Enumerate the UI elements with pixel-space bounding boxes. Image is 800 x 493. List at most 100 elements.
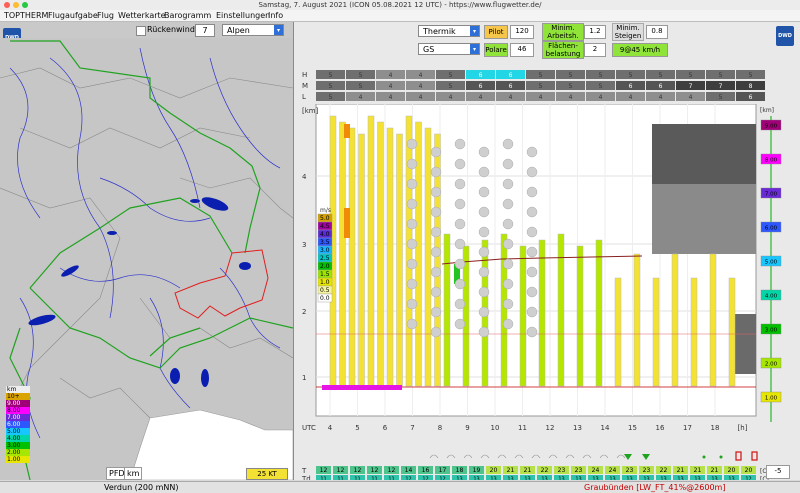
close-window-button[interactable]	[4, 2, 10, 8]
cloud-cell-value: 4	[389, 94, 393, 101]
t-cell	[554, 466, 569, 474]
menu-flug[interactable]: Flug	[97, 11, 114, 20]
cloud-marker	[430, 306, 442, 318]
storm-marker	[735, 451, 742, 461]
thermal-bar	[595, 239, 603, 387]
region-dropdown[interactable]: Alpen ▾	[222, 24, 284, 36]
ms-legend-label: 4.5	[320, 223, 330, 230]
cloud-marker	[478, 286, 490, 298]
cloud-cell-value: 6	[659, 83, 663, 90]
pfd-button[interactable]: PFD	[106, 467, 128, 480]
cloud-cell-value: 5	[599, 83, 603, 90]
map-canvas[interactable]	[0, 38, 293, 480]
t-cell	[333, 466, 348, 474]
min-steigen-field[interactable]: 0.8	[646, 25, 668, 39]
cloud-cell	[586, 92, 615, 101]
td-cell-value: 11	[371, 477, 377, 481]
thermal-bar	[396, 133, 403, 387]
flaechen-field[interactable]: 2	[584, 43, 606, 57]
thermal-bar-strong	[344, 208, 350, 238]
km-scale-swatch	[760, 323, 782, 335]
cloud-cell	[466, 92, 495, 101]
thermal-bar	[519, 245, 527, 387]
ms-legend-label: 3.0	[320, 247, 330, 254]
cloud-cell-value: 7	[719, 83, 723, 90]
t-cell	[724, 466, 739, 474]
cloud-cell	[466, 70, 495, 79]
cloud-marker	[478, 146, 490, 158]
cloud-marker	[478, 226, 490, 238]
km-scale-label: 5.00	[765, 260, 778, 266]
td-cell-value: 13	[473, 477, 479, 481]
mode-dropdown[interactable]: Thermik ▾	[418, 25, 480, 37]
map-panel[interactable]: Rückenwind 7 Alpen ▾ DWD	[0, 22, 294, 480]
t-cell-value: 24	[609, 467, 617, 474]
km-button[interactable]: km	[124, 467, 143, 480]
td-cell-value: 12	[422, 477, 428, 481]
cloud-marker	[478, 206, 490, 218]
glider-dropdown[interactable]: GS ▾	[418, 43, 480, 55]
rain-dot	[702, 455, 706, 459]
td-cell-value: 13	[711, 477, 717, 481]
km-scale-swatch	[760, 289, 782, 301]
cloud-marker	[430, 266, 442, 278]
km-scale-label: 7.00	[765, 192, 778, 198]
offset-spinner[interactable]: -5	[766, 465, 790, 479]
cloud-cell	[496, 92, 525, 101]
t-cell	[571, 466, 586, 474]
wind-scale-box: 25 KT	[246, 468, 288, 480]
legend-row: 8.00	[6, 407, 30, 414]
polare-field[interactable]: 46	[510, 43, 534, 57]
t-cell-value: 21	[524, 467, 532, 474]
min-arbeit-field[interactable]: 1.2	[584, 25, 606, 39]
cloud-marker	[502, 258, 514, 270]
td-cell-value: 11	[320, 477, 326, 481]
cloud-cell-value: 5	[749, 72, 753, 79]
menu-topthem[interactable]: TOPTHERM	[4, 11, 49, 20]
menu-flugaufgabe[interactable]: Flugaufgabe	[48, 11, 98, 20]
meteogram-chart[interactable]: [km] 4 3 2 1 UTC 4 5 6 7 8 9 10 11 12 13 14 15 16 17 18 [h] m/…	[302, 104, 772, 434]
menu-einstellungen[interactable]: Einstellungen	[216, 11, 271, 20]
cloud-symbol	[599, 454, 609, 459]
t-cell	[316, 466, 331, 474]
cloud-symbol	[429, 454, 439, 459]
cloud-cell	[316, 70, 345, 79]
x-tick-label: 18	[711, 424, 720, 432]
thermal-bar	[339, 121, 346, 387]
pilot-field[interactable]: 120	[510, 25, 534, 39]
y-tick-label: 3	[302, 241, 306, 249]
status-left: Verdun (200 mNN)	[104, 483, 179, 492]
cloud-marker	[526, 166, 538, 178]
km-scale-label: 6.00	[765, 226, 778, 232]
legend-row: 3.00	[6, 442, 30, 449]
t-cell	[367, 466, 382, 474]
t-cell-value: 20	[728, 467, 736, 474]
td-cell	[503, 475, 518, 480]
zoom-window-button[interactable]	[22, 2, 28, 8]
td-cell	[452, 475, 467, 480]
min-steigen-label: Minim. Steigen	[612, 23, 644, 41]
cloud-cell	[556, 92, 585, 101]
cloud-marker	[502, 138, 514, 150]
menu-info[interactable]: Info	[268, 11, 284, 20]
rain-dot	[719, 455, 723, 459]
cloud-cell-value: 5	[449, 72, 453, 79]
cloud-cell-value: 6	[509, 83, 513, 90]
km-scale-label: 1.00	[765, 396, 778, 402]
t-cell	[486, 466, 501, 474]
td-cell	[401, 475, 416, 480]
thermal-bar	[424, 127, 432, 387]
cloud-marker	[502, 158, 514, 170]
menu-wetterkarte[interactable]: Wetterkarte	[118, 11, 166, 20]
cloud-marker	[502, 278, 514, 290]
rueckenwind-checkbox[interactable]	[136, 26, 146, 36]
minimize-window-button[interactable]	[13, 2, 19, 8]
cloud-cell	[436, 92, 465, 101]
cloud-marker	[454, 298, 466, 310]
cloud-cell-value: 4	[509, 94, 513, 101]
altitude-legend: km 10+ 9.00 8.00 7.00 6.00 5.00 4.00 3.0…	[6, 386, 30, 463]
rueckenwind-value-field[interactable]: 7	[195, 24, 215, 37]
cloud-marker	[526, 286, 538, 298]
t-cell-value: 21	[711, 467, 719, 474]
menu-barogramm[interactable]: Barogramm	[164, 11, 212, 20]
